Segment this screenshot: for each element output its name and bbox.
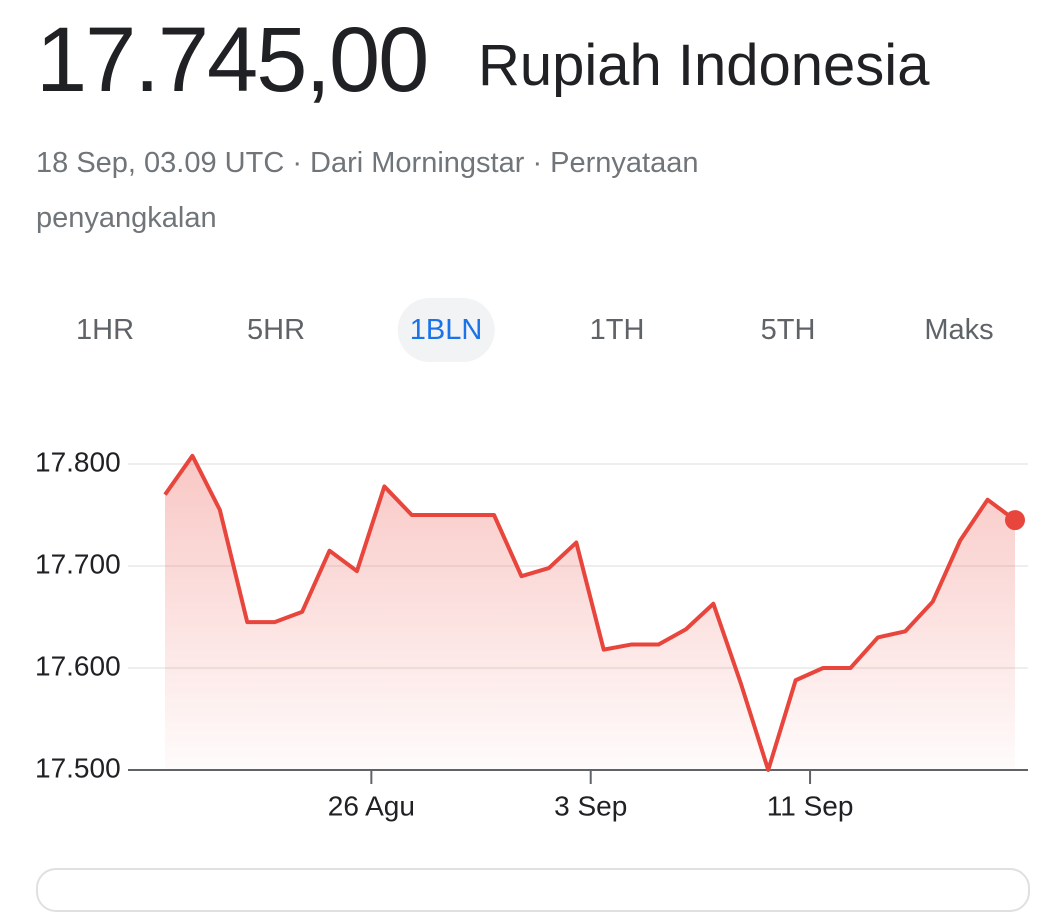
x-tick-label: 3 Sep [554,790,627,821]
currency: Rupiah Indonesia [478,33,930,98]
range-tabs: 1HR 5HR 1BLN 1TH 5TH Maks [0,298,1049,362]
card [36,868,1030,912]
y-tick-label: 17.800 [35,446,121,477]
area [165,455,1015,770]
last-point [1005,510,1025,531]
line [163,453,1017,772]
x-tick-label: 26 Agu [328,790,415,821]
source: Dari Morningstar [310,147,525,179]
price: 17.745,00 [36,9,429,111]
disclaimer-link[interactable]: Pernyataan penyangkalan [36,147,699,234]
range-tab[interactable]: 5TH [760,314,816,346]
range-tab[interactable]: Maks [924,314,994,346]
range-tab[interactable]: 1HR [75,314,135,346]
page: 17.745,00 Rupiah Indonesia 18 Sep, 03.09… [0,9,1049,912]
x-tick-label: 11 Sep [767,790,854,821]
chart: 17.500 17.600 17.700 17.800 26 Agu 3 Sep 11 Se… [35,446,1028,821]
y-tick-label: 17.700 [35,548,121,579]
range-tab[interactable]: 1BLN [397,298,495,362]
y-tick-label: 17.500 [35,752,121,783]
range-tab[interactable]: 5HR [246,314,306,346]
timestamp: 18 Sep, 03.09 UTC [36,147,285,179]
range-tab[interactable]: 1TH [589,314,645,346]
meta: 18 Sep, 03.09 UTC · Dari Morningstar · P… [36,147,699,234]
y-tick-label: 17.600 [35,650,121,681]
